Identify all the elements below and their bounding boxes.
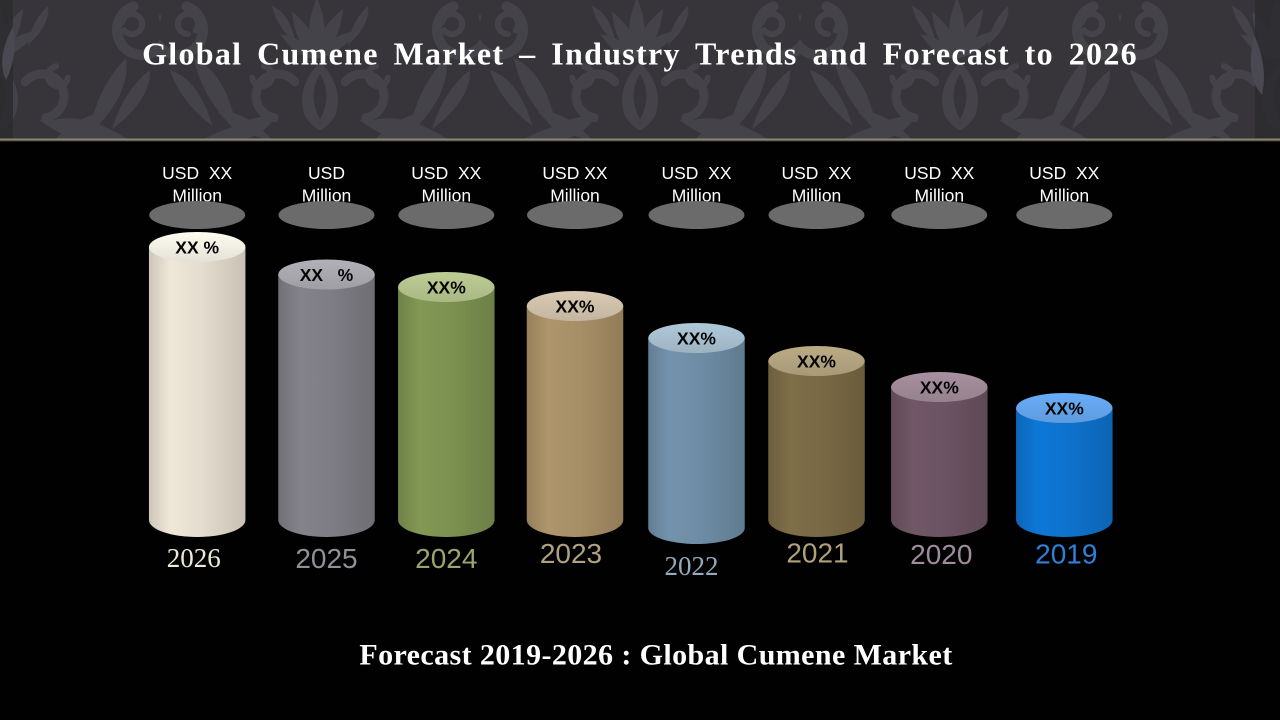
svg-text:USD XX: USD XX — [904, 163, 974, 183]
svg-text:USD XX: USD XX — [781, 163, 851, 183]
svg-text:Forecast 2019-2026 : Global Cu: Forecast 2019-2026 : Global Cumene Marke… — [359, 639, 952, 672]
svg-text:Million: Million — [421, 186, 471, 206]
svg-text:USD XX: USD XX — [1029, 163, 1099, 183]
svg-text:XX%: XX% — [797, 352, 836, 372]
svg-text:2021: 2021 — [786, 538, 848, 569]
svg-text:2019: 2019 — [1035, 539, 1097, 570]
svg-text:XX%: XX% — [677, 329, 716, 349]
svg-text:USD XX: USD XX — [542, 163, 607, 183]
svg-text:USD XX: USD XX — [162, 163, 232, 183]
svg-text:2024: 2024 — [415, 543, 477, 574]
svg-text:Million: Million — [672, 186, 722, 206]
svg-text:XX%: XX% — [1045, 399, 1084, 419]
svg-text:Million: Million — [550, 186, 600, 206]
svg-text:2023: 2023 — [540, 538, 602, 569]
svg-text:XX%: XX% — [920, 378, 959, 398]
svg-text:Million: Million — [792, 186, 842, 206]
svg-text:XX%: XX% — [556, 297, 595, 317]
svg-text:Million: Million — [1039, 186, 1089, 206]
svg-text:XX%: XX% — [427, 278, 466, 298]
svg-text:Million: Million — [172, 186, 222, 206]
svg-text:USD XX: USD XX — [661, 163, 731, 183]
svg-text:XX %: XX % — [300, 265, 354, 285]
svg-text:2025: 2025 — [295, 543, 357, 574]
svg-text:Million: Million — [914, 186, 964, 206]
svg-text:USD: USD — [308, 163, 345, 183]
svg-text:2026: 2026 — [167, 543, 221, 573]
svg-text:USD XX: USD XX — [411, 163, 481, 183]
svg-text:Million: Million — [302, 186, 352, 206]
svg-text:Global Cumene Market – Industr: Global Cumene Market – Industry Trends a… — [142, 36, 1138, 72]
svg-text:2022: 2022 — [665, 551, 719, 581]
svg-text:XX %: XX % — [175, 238, 219, 258]
svg-text:2020: 2020 — [910, 539, 972, 570]
